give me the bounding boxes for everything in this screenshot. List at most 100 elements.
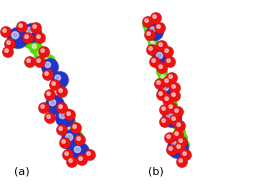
Circle shape — [63, 150, 73, 160]
Circle shape — [159, 69, 162, 72]
Circle shape — [169, 107, 179, 117]
Circle shape — [85, 150, 95, 160]
Circle shape — [149, 39, 159, 49]
Circle shape — [42, 59, 58, 75]
Circle shape — [157, 67, 167, 77]
Circle shape — [50, 80, 60, 90]
Circle shape — [45, 72, 48, 75]
Circle shape — [169, 105, 172, 108]
Circle shape — [31, 23, 41, 33]
Circle shape — [147, 32, 150, 35]
Circle shape — [160, 117, 170, 127]
Circle shape — [17, 22, 27, 32]
Circle shape — [174, 121, 185, 131]
Circle shape — [151, 13, 161, 23]
Circle shape — [60, 117, 76, 133]
Circle shape — [175, 109, 178, 112]
Circle shape — [173, 130, 183, 140]
Circle shape — [46, 96, 64, 114]
Circle shape — [157, 90, 167, 100]
Circle shape — [163, 77, 173, 87]
Circle shape — [167, 145, 177, 155]
Circle shape — [171, 109, 174, 112]
Circle shape — [170, 83, 180, 93]
Circle shape — [61, 129, 83, 151]
Circle shape — [163, 109, 181, 127]
Circle shape — [170, 91, 180, 101]
Circle shape — [179, 135, 182, 138]
Circle shape — [175, 143, 185, 153]
Circle shape — [62, 140, 65, 143]
Circle shape — [159, 73, 169, 83]
Circle shape — [39, 103, 49, 113]
Circle shape — [169, 147, 172, 150]
Circle shape — [177, 133, 187, 143]
Circle shape — [39, 47, 49, 57]
Circle shape — [171, 113, 181, 123]
Circle shape — [175, 132, 178, 135]
Circle shape — [65, 110, 75, 120]
Circle shape — [57, 87, 67, 97]
Circle shape — [181, 142, 184, 145]
Circle shape — [59, 89, 62, 92]
Circle shape — [65, 110, 75, 120]
Circle shape — [155, 79, 165, 89]
Circle shape — [55, 75, 61, 81]
Circle shape — [173, 120, 183, 130]
Circle shape — [163, 95, 173, 105]
Circle shape — [145, 30, 155, 40]
Circle shape — [57, 125, 67, 135]
Circle shape — [155, 23, 165, 33]
Circle shape — [63, 123, 81, 141]
Circle shape — [165, 93, 175, 103]
Circle shape — [65, 152, 68, 155]
Circle shape — [177, 145, 180, 148]
Circle shape — [161, 79, 171, 89]
Circle shape — [167, 135, 170, 138]
Text: (b): (b) — [148, 167, 164, 177]
Circle shape — [50, 80, 60, 90]
Circle shape — [38, 51, 43, 56]
Circle shape — [157, 41, 168, 51]
Circle shape — [73, 125, 76, 128]
Circle shape — [165, 57, 175, 67]
Circle shape — [85, 150, 95, 160]
Circle shape — [87, 152, 90, 155]
Circle shape — [26, 27, 33, 34]
Circle shape — [5, 49, 8, 52]
Circle shape — [162, 119, 165, 122]
Circle shape — [175, 121, 185, 131]
Circle shape — [8, 28, 28, 48]
Circle shape — [153, 15, 156, 18]
Circle shape — [64, 124, 80, 140]
Circle shape — [179, 159, 182, 162]
Circle shape — [161, 79, 172, 89]
Circle shape — [159, 65, 162, 68]
Circle shape — [45, 113, 55, 123]
Circle shape — [177, 129, 180, 132]
Circle shape — [31, 23, 41, 33]
Circle shape — [177, 157, 187, 167]
Circle shape — [71, 143, 89, 161]
Circle shape — [29, 42, 43, 54]
Circle shape — [35, 57, 45, 67]
Circle shape — [157, 90, 168, 100]
Circle shape — [57, 103, 67, 113]
Circle shape — [24, 36, 36, 48]
Circle shape — [170, 83, 180, 93]
Circle shape — [75, 135, 85, 145]
Circle shape — [157, 81, 160, 84]
Circle shape — [67, 112, 70, 115]
Circle shape — [27, 59, 30, 62]
Circle shape — [157, 67, 168, 77]
Circle shape — [177, 133, 187, 143]
Circle shape — [153, 53, 163, 63]
Circle shape — [33, 25, 36, 28]
Circle shape — [147, 24, 163, 40]
Circle shape — [151, 47, 161, 57]
Circle shape — [165, 93, 175, 103]
Circle shape — [162, 108, 182, 128]
Circle shape — [67, 127, 73, 132]
Circle shape — [35, 33, 45, 43]
Circle shape — [41, 58, 59, 76]
